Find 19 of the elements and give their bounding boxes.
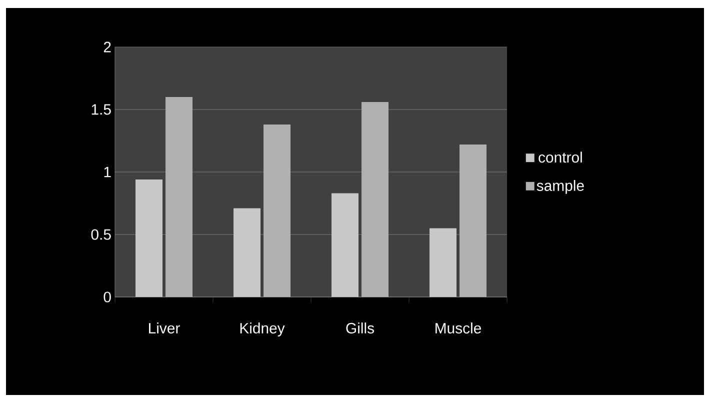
bar — [460, 144, 487, 297]
bar — [264, 124, 291, 297]
y-tick-label: 1.5 — [92, 104, 111, 115]
x-tick-label: Liver — [149, 322, 180, 334]
legend-label: control — [538, 152, 582, 163]
x-tick-label: Kidney — [240, 322, 285, 336]
x-tick-label: Muscle — [436, 322, 481, 334]
bar — [136, 179, 163, 297]
y-tick-label: 0.5 — [91, 229, 111, 240]
y-tick-label: 1 — [104, 166, 111, 178]
x-tick-label: Gills — [346, 322, 374, 334]
bar — [166, 96, 193, 297]
bar — [430, 228, 457, 297]
bar — [234, 208, 261, 297]
y-tick-label: 2 — [104, 42, 111, 52]
bar — [362, 102, 389, 297]
legend-label: sample — [536, 180, 584, 194]
y-tick-label: 0 — [104, 292, 111, 302]
bar — [332, 193, 359, 297]
